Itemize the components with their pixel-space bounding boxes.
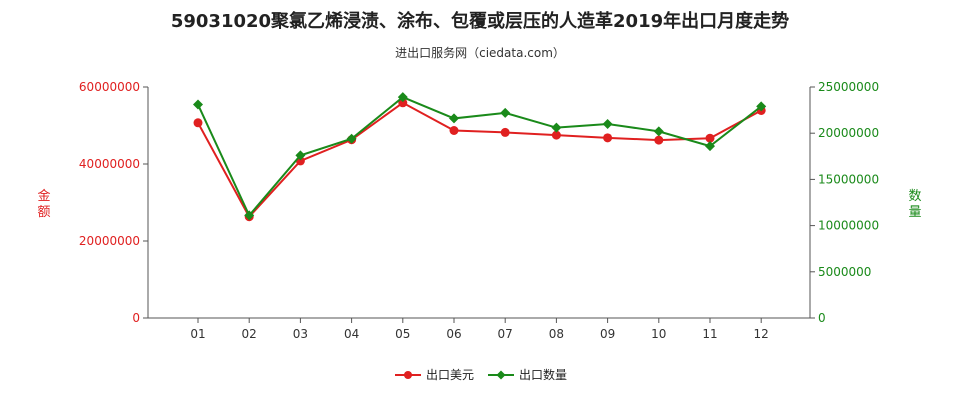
x-tick-label: 01 bbox=[190, 327, 205, 341]
x-tick-label: 08 bbox=[549, 327, 564, 341]
x-tick-label: 12 bbox=[754, 327, 769, 341]
x-tick-label: 04 bbox=[344, 327, 359, 341]
data-point bbox=[654, 135, 664, 145]
data-point bbox=[295, 150, 306, 161]
data-point bbox=[705, 141, 715, 152]
x-tick-label: 09 bbox=[600, 327, 615, 341]
series-line-1 bbox=[197, 101, 762, 219]
data-point bbox=[244, 210, 255, 221]
left-tick-label: 40000000 bbox=[79, 157, 140, 171]
x-tick-label: 06 bbox=[446, 327, 461, 341]
right-tick-label: 10000000 bbox=[818, 219, 879, 233]
legend-marker bbox=[496, 370, 506, 380]
x-tick-label: 10 bbox=[651, 327, 666, 341]
data-point bbox=[449, 126, 459, 136]
legend-label: 出口数量 bbox=[519, 367, 567, 382]
series-layer bbox=[193, 92, 767, 222]
left-tick-label: 60000000 bbox=[79, 80, 140, 94]
right-tick-label: 20000000 bbox=[818, 126, 879, 140]
right-tick-label: 15000000 bbox=[818, 172, 879, 186]
axes: 0 20000000 40000000 60000000 0 5000000 1000000… bbox=[37, 80, 921, 341]
left-tick-label: 0 bbox=[132, 311, 140, 325]
data-point bbox=[346, 133, 357, 144]
x-tick-label: 11 bbox=[702, 327, 717, 341]
legend-marker bbox=[404, 371, 412, 379]
x-tick-label: 05 bbox=[395, 327, 410, 341]
chart-title: 59031020聚氯乙烯浸渍、涂布、包覆或层压的人造革2019年出口月度走势 bbox=[171, 10, 789, 32]
data-point bbox=[397, 92, 408, 103]
x-tick-label: 07 bbox=[498, 327, 513, 341]
series-line-2 bbox=[197, 96, 762, 218]
data-point bbox=[602, 118, 613, 129]
right-tick-label: 0 bbox=[818, 311, 826, 325]
data-point bbox=[500, 107, 511, 118]
right-tick-label: 5000000 bbox=[818, 265, 871, 279]
x-tick-label: 02 bbox=[242, 327, 257, 341]
data-point bbox=[449, 113, 459, 124]
data-point bbox=[705, 133, 715, 143]
data-point bbox=[551, 130, 561, 140]
right-tick-label: 25000000 bbox=[818, 80, 879, 94]
data-point bbox=[551, 122, 562, 133]
legend-label: 出口美元 bbox=[426, 368, 474, 382]
y-left-axis-title: 金额 bbox=[37, 188, 50, 220]
legend: 出口美元 出口数量 bbox=[395, 367, 567, 382]
x-tick-label: 03 bbox=[293, 327, 308, 341]
chart-subtitle: 进出口服务网（ciedata.com） bbox=[395, 45, 565, 60]
data-point bbox=[500, 127, 510, 137]
data-point bbox=[653, 126, 664, 137]
data-point bbox=[756, 101, 767, 112]
left-tick-label: 20000000 bbox=[79, 234, 140, 248]
data-point bbox=[193, 118, 203, 128]
data-point bbox=[398, 98, 408, 108]
data-point bbox=[193, 99, 203, 110]
y-right-axis-title: 数量 bbox=[908, 189, 921, 220]
data-point bbox=[603, 133, 613, 143]
